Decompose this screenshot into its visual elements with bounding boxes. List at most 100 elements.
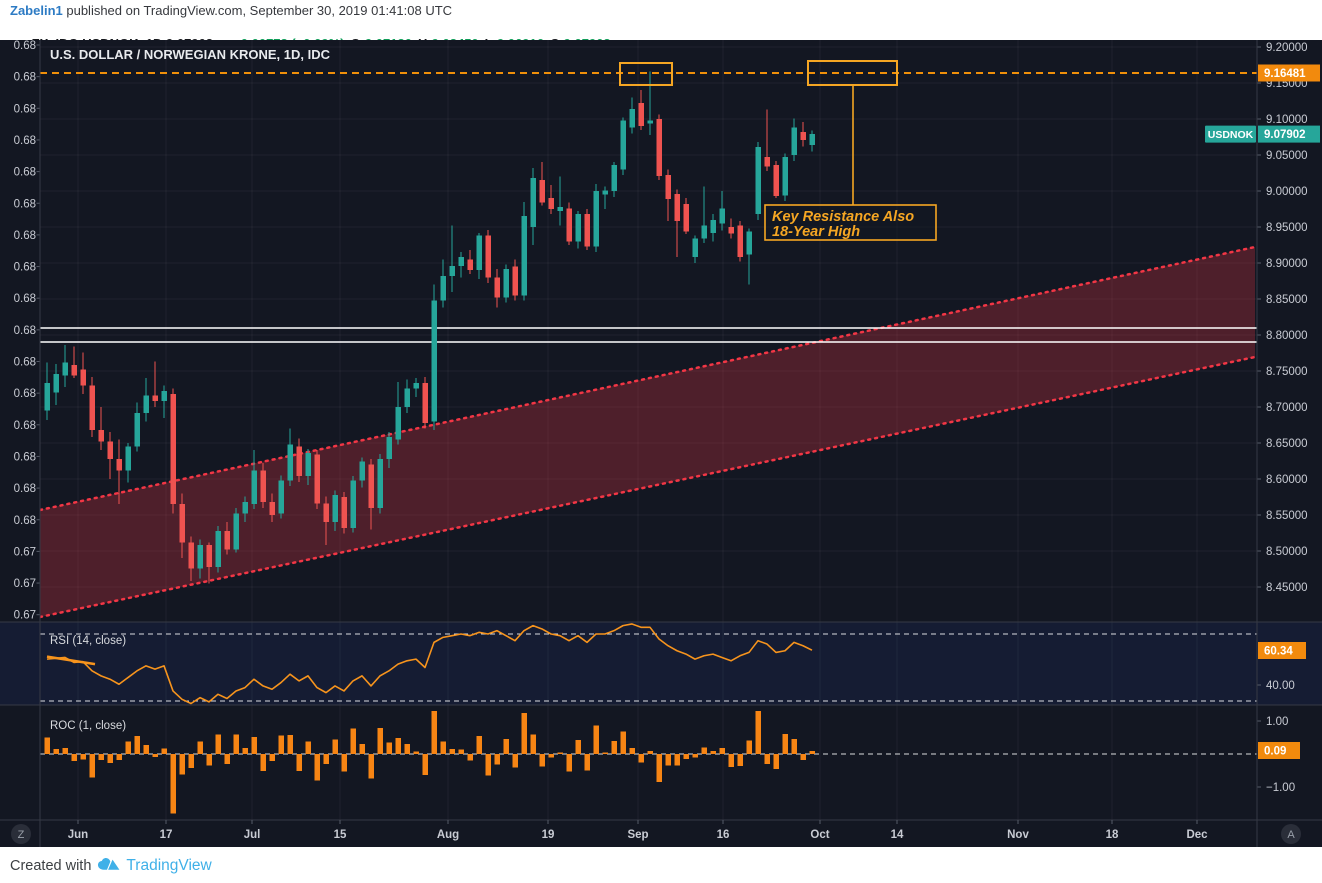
roc-bar bbox=[116, 754, 122, 761]
roc-bar bbox=[809, 751, 815, 754]
candle-body bbox=[341, 497, 347, 528]
candle-body bbox=[440, 275, 446, 301]
time-axis-label: Oct bbox=[810, 829, 829, 841]
candle-body bbox=[593, 191, 599, 247]
tradingview-wordmark[interactable]: TradingView bbox=[126, 857, 212, 874]
candle-body bbox=[422, 383, 428, 423]
note-box[interactable] bbox=[764, 204, 937, 241]
candle-body bbox=[629, 108, 635, 128]
roc-bar bbox=[638, 754, 644, 763]
last-price-badge-text: 9.07902 bbox=[1264, 129, 1306, 141]
channel-upper-line[interactable] bbox=[38, 245, 1257, 512]
roc-bar bbox=[593, 725, 599, 754]
price-axis-label: 9.05000 bbox=[1266, 150, 1308, 162]
roc-bar bbox=[485, 754, 491, 776]
indicator-axis-label: 1.00 bbox=[1266, 716, 1288, 728]
author-link[interactable]: Zabelin1 bbox=[10, 3, 63, 18]
candle-body bbox=[476, 235, 482, 271]
left-scale-label: 0.67 bbox=[14, 546, 36, 558]
roc-bar bbox=[629, 748, 635, 754]
gridlines bbox=[40, 40, 1257, 820]
roc-bar bbox=[323, 754, 329, 765]
roc-bar bbox=[674, 754, 680, 766]
published-line: Zabelin1 published on TradingView.com, S… bbox=[10, 3, 452, 18]
roc-bar bbox=[584, 754, 590, 771]
candle-body bbox=[458, 257, 464, 266]
note-line1: Key Resistance Also bbox=[772, 209, 914, 225]
price-axis-label: 8.75000 bbox=[1266, 366, 1308, 378]
roc-bar bbox=[503, 739, 509, 754]
roc-bar bbox=[530, 734, 536, 754]
candle-body bbox=[512, 266, 518, 296]
left-scale-label: 0.67 bbox=[14, 578, 36, 590]
left-axis-area[interactable] bbox=[0, 40, 40, 847]
roc-bars bbox=[44, 711, 815, 814]
time-axis-label: Nov bbox=[1007, 829, 1029, 841]
left-scale-label: 0.67 bbox=[14, 610, 36, 622]
candle-body bbox=[413, 383, 419, 389]
candle-body bbox=[584, 214, 590, 247]
roc-bar bbox=[692, 754, 698, 758]
candle-body bbox=[224, 530, 230, 550]
roc-bar bbox=[215, 734, 221, 754]
roc-bar bbox=[611, 741, 617, 754]
candle-body bbox=[170, 394, 176, 505]
candle-body bbox=[809, 134, 815, 145]
price-axis-label: 8.70000 bbox=[1266, 402, 1308, 414]
price-axis-label: 9.10000 bbox=[1266, 114, 1308, 126]
roc-bar bbox=[737, 754, 743, 767]
roc-bar bbox=[566, 754, 572, 772]
candle-body bbox=[53, 373, 59, 393]
symbol-price-tag bbox=[1205, 125, 1256, 143]
svg-text:Z: Z bbox=[18, 829, 25, 841]
highlight-box-1[interactable] bbox=[619, 62, 673, 86]
attribution-footer: Created with TradingView bbox=[0, 847, 1322, 883]
chart-header: Zabelin1 published on TradingView.com, S… bbox=[0, 0, 1322, 51]
time-axis[interactable]: Jun 17 Jul 15 Aug 19 Sep 16 Oct 14 Nov 18 Dec bbox=[68, 820, 1208, 841]
roc-bar bbox=[575, 739, 581, 754]
candle-body bbox=[152, 395, 158, 402]
roc-bar bbox=[305, 741, 311, 754]
roc-bar bbox=[449, 748, 455, 754]
roc-bar bbox=[377, 727, 383, 754]
candle-body bbox=[611, 165, 617, 191]
roc-bar bbox=[404, 744, 410, 754]
candle-body bbox=[782, 157, 788, 196]
roc-bar bbox=[332, 739, 338, 754]
candle-body bbox=[566, 208, 572, 242]
timezone-button[interactable]: Z bbox=[11, 824, 31, 844]
channel-lower-line[interactable] bbox=[38, 355, 1257, 619]
roc-bar bbox=[134, 736, 140, 754]
candle-body bbox=[161, 391, 167, 402]
time-axis-label: 19 bbox=[542, 829, 555, 841]
price-axis-label: 9.20000 bbox=[1266, 42, 1308, 54]
time-axis-label: 14 bbox=[891, 829, 904, 841]
candle-body bbox=[260, 470, 266, 503]
auto-scale-button[interactable]: A bbox=[1281, 824, 1301, 844]
candle-body bbox=[98, 430, 104, 442]
roc-bar bbox=[458, 749, 464, 754]
left-scale-labels: 0.68 0.68 0.68 0.68 0.68 0.68 0.68 0.68 0.68 0.68… bbox=[14, 40, 40, 622]
roc-bar bbox=[260, 754, 266, 771]
roc-bar bbox=[746, 740, 752, 754]
roc-bar bbox=[179, 754, 185, 775]
roc-bar bbox=[764, 754, 770, 764]
rsi-label: RSI (14, close) bbox=[50, 635, 126, 647]
price-axis-label: 8.55000 bbox=[1266, 510, 1308, 522]
candle-body bbox=[791, 127, 797, 155]
left-scale-label: 0.68 bbox=[14, 483, 36, 495]
roc-bar bbox=[359, 744, 365, 754]
created-with-label: Created with bbox=[10, 858, 92, 874]
candle-body bbox=[278, 480, 284, 514]
candle-body bbox=[44, 383, 50, 411]
candle-body bbox=[332, 494, 338, 523]
price-axis-area[interactable] bbox=[1257, 40, 1322, 847]
candle-body bbox=[62, 362, 68, 376]
candle-body bbox=[242, 502, 248, 514]
candle-body bbox=[719, 208, 725, 224]
candle-body bbox=[188, 542, 194, 569]
tradingview-logo-icon bbox=[97, 856, 120, 876]
candle-body bbox=[80, 369, 86, 386]
